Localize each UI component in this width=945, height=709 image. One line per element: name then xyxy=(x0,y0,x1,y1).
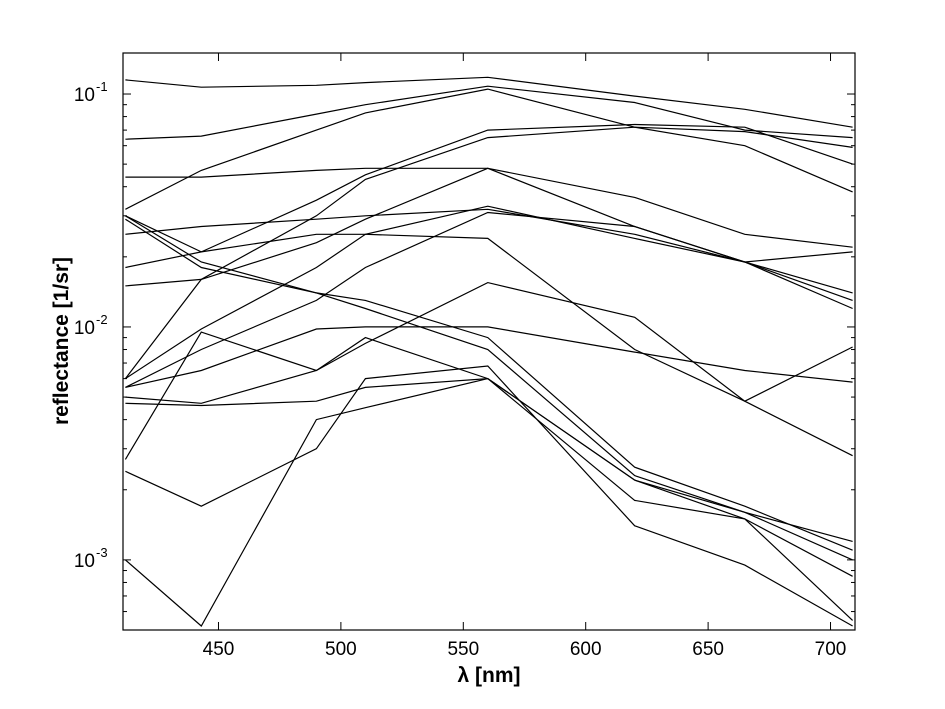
series-line-18 xyxy=(125,365,853,627)
x-tick-label: 700 xyxy=(815,639,847,660)
series-line-5 xyxy=(125,123,853,253)
y-tick-base: 10 xyxy=(74,318,95,339)
series-line-4 xyxy=(125,167,853,248)
x-tick-label: 500 xyxy=(325,639,357,660)
series-line-15 xyxy=(124,281,853,460)
series-line-3 xyxy=(125,88,853,210)
series-line-14 xyxy=(125,326,853,388)
series-line-6 xyxy=(124,126,853,379)
y-axis-title: reflectance [1/sr] xyxy=(50,257,73,425)
x-tick-label: 550 xyxy=(447,639,479,660)
series-line-11 xyxy=(125,215,853,551)
series-line-8 xyxy=(125,233,853,402)
y-tick-exponent: -2 xyxy=(96,312,108,327)
plot-frame xyxy=(122,52,856,631)
series-line-7 xyxy=(125,208,853,263)
x-axis-title: λ [nm] xyxy=(458,664,521,687)
y-axis: 10-310-210-1 xyxy=(74,79,855,631)
series-line-10 xyxy=(125,205,853,380)
y-tick-exponent: -3 xyxy=(96,545,108,560)
series-line-19 xyxy=(125,377,853,627)
series-layer xyxy=(124,76,854,627)
y-tick-label: 10 xyxy=(74,318,95,339)
y-tick-exponent: -1 xyxy=(96,79,108,94)
y-tick-base: 10 xyxy=(74,551,95,572)
y-tick-label: 10 xyxy=(74,85,95,106)
y-tick-base: 10 xyxy=(74,85,95,106)
x-tick-label: 650 xyxy=(692,639,724,660)
series-line-17 xyxy=(125,336,854,621)
x-tick-label: 450 xyxy=(203,639,235,660)
series-line-12 xyxy=(125,218,853,561)
series-line-2 xyxy=(125,85,853,140)
series-line-13 xyxy=(125,211,853,388)
series-line-16 xyxy=(125,377,853,542)
y-tick-label: 10 xyxy=(74,551,95,572)
x-axis: 450 500 550 600 650 700 xyxy=(203,53,847,660)
plot-background xyxy=(123,53,855,630)
series-line-1 xyxy=(125,76,853,128)
x-tick-label: 600 xyxy=(570,639,602,660)
